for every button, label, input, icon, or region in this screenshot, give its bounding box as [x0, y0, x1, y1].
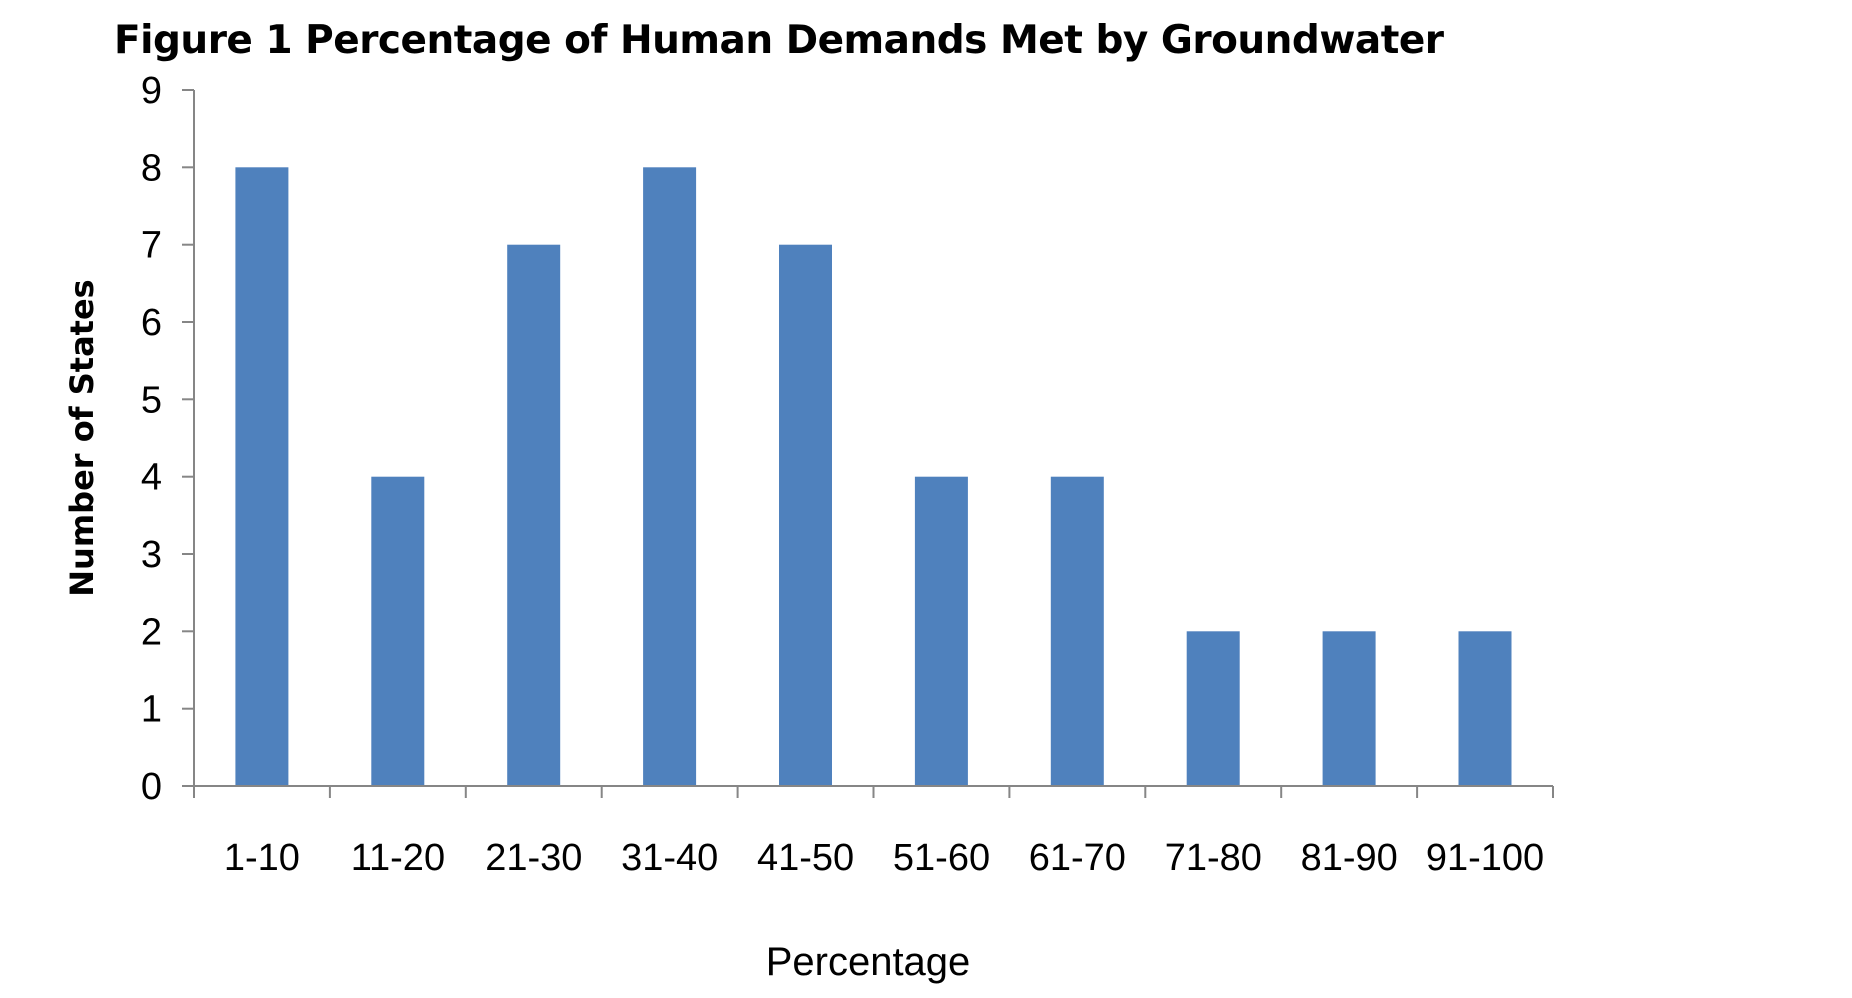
bar-41-50 — [779, 244, 832, 786]
bar-21-30 — [507, 244, 561, 786]
y-tick-label: 7 — [141, 225, 162, 267]
x-tick-label: 71-80 — [1165, 837, 1262, 879]
y-tick-label: 3 — [141, 534, 162, 576]
axes-group — [182, 89, 1554, 798]
x-tick-label: 11-20 — [351, 837, 445, 879]
y-tick-label: 9 — [141, 70, 162, 112]
y-tick-label: 2 — [141, 611, 162, 653]
y-tick-label: 8 — [141, 147, 162, 189]
x-tick-label: 41-50 — [757, 837, 854, 879]
y-tick-label: 4 — [141, 457, 162, 499]
bar-11-20 — [371, 476, 425, 786]
bar-91-100 — [1458, 631, 1512, 786]
y-tick-labels: 0 1 2 3 4 5 6 7 8 9 — [141, 70, 162, 808]
x-tick-label: 91-100 — [1426, 837, 1544, 879]
x-axis-label: Percentage — [766, 940, 971, 984]
bar-51-60 — [914, 476, 968, 786]
y-axis-label: Number of States — [63, 279, 101, 596]
y-tick-label: 0 — [141, 766, 162, 808]
chart-title: Figure 1 Percentage of Human Demands Met… — [114, 18, 1444, 63]
bar-61-70 — [1050, 476, 1104, 786]
x-tick-labels: 1-10 11-20 21-30 31-40 41-50 51-60 61-70 71-80 8… — [224, 837, 1544, 879]
bar-71-80 — [1186, 631, 1240, 786]
bar-31-40 — [643, 167, 697, 787]
x-tick-label: 1-10 — [224, 837, 300, 879]
bars-group — [235, 167, 1512, 787]
y-tick-label: 5 — [141, 379, 162, 421]
x-tick-label: 21-30 — [485, 837, 582, 879]
y-tick-label: 1 — [141, 689, 162, 731]
x-tick-label: 51-60 — [893, 837, 990, 879]
bar-81-90 — [1322, 631, 1376, 786]
y-tick-label: 6 — [141, 302, 162, 344]
x-tick-label: 81-90 — [1301, 837, 1398, 879]
x-tick-label: 31-40 — [621, 837, 718, 879]
bar-1-10 — [235, 167, 289, 787]
x-tick-label: 61-70 — [1029, 837, 1126, 879]
